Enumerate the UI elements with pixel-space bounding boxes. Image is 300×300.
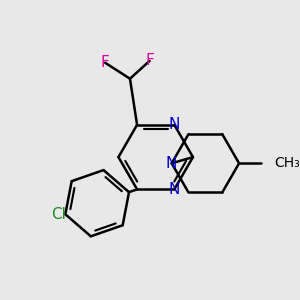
Text: F: F (145, 53, 154, 68)
Text: N: N (166, 156, 177, 171)
Text: N: N (169, 117, 180, 132)
Text: F: F (101, 55, 110, 70)
Text: N: N (169, 182, 180, 197)
Text: CH₃: CH₃ (274, 156, 300, 170)
Text: Cl: Cl (51, 207, 66, 222)
